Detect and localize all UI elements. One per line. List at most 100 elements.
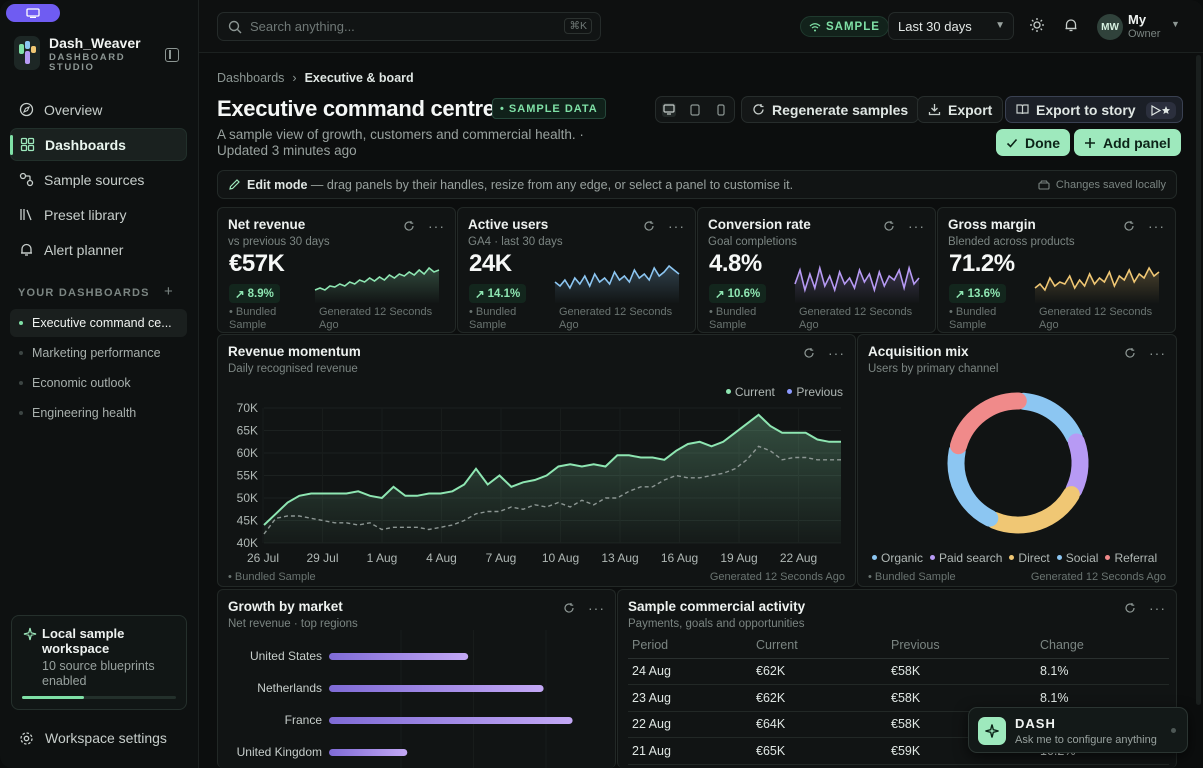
date-range-select[interactable]: Last 30 days ▼: [888, 12, 1014, 40]
column-header[interactable]: Previous: [887, 633, 1036, 659]
table-cell: 24 Aug: [628, 658, 752, 685]
table-row[interactable]: 23 Aug €62K €58K 8.1%: [628, 684, 1169, 712]
nav-dashboards[interactable]: Dashboards: [10, 128, 187, 161]
more-icon[interactable]: ···: [668, 218, 685, 234]
bar-france[interactable]: [329, 717, 573, 724]
refresh-icon[interactable]: [883, 220, 895, 232]
table-row[interactable]: 24 Aug €62K €58K 8.1%: [628, 658, 1169, 685]
more-icon[interactable]: ···: [908, 218, 925, 234]
regenerate-samples-button[interactable]: Regenerate samples: [741, 96, 920, 123]
kpi-delta-badge: ↗ 13.6%: [949, 284, 1007, 303]
more-icon[interactable]: ···: [588, 600, 605, 616]
local-workspace-card[interactable]: Local sample workspace 10 source bluepri…: [11, 615, 187, 710]
trend-up-icon: ↗: [955, 288, 965, 301]
search-input[interactable]: Search anything... ⌘K: [217, 12, 601, 41]
sun-icon[interactable]: [1029, 17, 1045, 33]
kpi-panel[interactable]: Active users GA4 · last 30 days ··· 24K …: [457, 207, 696, 333]
refresh-icon[interactable]: [403, 220, 415, 232]
user-name[interactable]: My: [1128, 12, 1147, 27]
dashboard-item-engineering[interactable]: Engineering health: [10, 399, 187, 427]
workspace-settings[interactable]: Workspace settings: [19, 730, 167, 746]
local-workspace-subtitle: 10 source blueprints enabled: [42, 659, 155, 688]
avatar[interactable]: MW: [1097, 14, 1123, 40]
brand[interactable]: Dash_Weaver DASHBOARD STUDIO: [14, 36, 144, 73]
refresh-icon[interactable]: [803, 347, 815, 359]
refresh-icon[interactable]: [1124, 347, 1136, 359]
kpi-panel[interactable]: Net revenue vs previous 30 days ··· €57K…: [217, 207, 456, 333]
refresh-icon[interactable]: [1123, 220, 1135, 232]
x-tick-label: 13 Aug: [601, 551, 638, 565]
bar-united-kingdom[interactable]: [329, 749, 408, 756]
sparkline-area: [1035, 268, 1159, 304]
gear-icon: [20, 731, 33, 745]
collapse-sidebar-icon[interactable]: [165, 48, 179, 62]
dashboard-label: Executive command ce...: [32, 316, 172, 330]
donut-slice-referral[interactable]: [950, 392, 1027, 455]
kpi-panel[interactable]: Conversion rate Goal completions ··· 4.8…: [697, 207, 936, 333]
delta-value: 8.9%: [247, 287, 274, 300]
pin-star-icon[interactable]: [1145, 102, 1176, 119]
nav-overview[interactable]: Overview: [10, 93, 187, 126]
acquisition-mix-panel[interactable]: Acquisition mix Users by primary channel…: [857, 334, 1177, 587]
add-dashboard-icon[interactable]: +: [164, 283, 173, 300]
column-header[interactable]: Current: [752, 633, 887, 659]
download-icon: [928, 104, 941, 116]
legend-swatch: [930, 555, 936, 560]
panel-subtitle: Goal completions: [708, 236, 797, 248]
nav-sample-sources[interactable]: Sample sources: [10, 163, 187, 196]
button-label: Add panel: [1103, 134, 1171, 151]
breadcrumb-root[interactable]: Dashboards: [217, 71, 285, 85]
bar-netherlands[interactable]: [329, 685, 544, 692]
bar-united-states[interactable]: [329, 653, 469, 660]
phone-icon[interactable]: [714, 103, 728, 117]
dashboard-item-marketing[interactable]: Marketing performance: [10, 339, 187, 367]
legend-swatch: [1009, 555, 1015, 560]
panel-subtitle: Payments, goals and opportunities: [628, 618, 805, 630]
donut-slice-organic[interactable]: [1015, 392, 1083, 446]
chevron-down-icon[interactable]: ▼: [1171, 19, 1180, 29]
panel-subtitle: Blended across products: [948, 236, 1075, 248]
legend-label: Current: [734, 384, 775, 399]
nav-alert-planner[interactable]: Alert planner: [10, 233, 187, 266]
kpi-source: • Bundled Sample: [469, 306, 517, 331]
panel-title: Gross margin: [948, 217, 1036, 232]
kpi-panel[interactable]: Gross margin Blended across products ···…: [937, 207, 1176, 333]
dashboard-item-economic[interactable]: Economic outlook: [10, 369, 187, 397]
export-button[interactable]: Export: [917, 96, 1004, 123]
done-button[interactable]: Done: [996, 129, 1070, 156]
dashboard-item-executive[interactable]: Executive command ce...: [10, 309, 187, 337]
donut-slice-paid-search[interactable]: [1065, 433, 1089, 499]
window-pill[interactable]: [6, 4, 60, 22]
more-icon[interactable]: ···: [428, 218, 445, 234]
donut-slice-social[interactable]: [947, 442, 999, 527]
more-icon[interactable]: ···: [1148, 218, 1165, 234]
kpi-value: 24K: [469, 250, 512, 277]
donut-slice-direct[interactable]: [986, 486, 1080, 534]
nav-preset-library[interactable]: Preset library: [10, 198, 187, 231]
more-icon[interactable]: ···: [828, 345, 845, 361]
pencil-icon: [229, 179, 240, 190]
growth-by-market-panel[interactable]: Growth by market Net revenue · top regio…: [217, 589, 616, 768]
sample-status-badge[interactable]: SAMPLE: [800, 16, 889, 37]
button-label: Done: [1025, 134, 1060, 151]
refresh-icon[interactable]: [643, 220, 655, 232]
revenue-momentum-panel[interactable]: Revenue momentum Daily recognised revenu…: [217, 334, 856, 587]
more-icon[interactable]: ···: [1149, 345, 1166, 361]
legend-previous: Previous: [787, 385, 843, 399]
add-panel-button[interactable]: Add panel: [1074, 129, 1181, 156]
commercial-activity-panel[interactable]: Sample commercial activity Payments, goa…: [617, 589, 1177, 768]
refresh-icon[interactable]: [563, 602, 575, 614]
column-header[interactable]: Change: [1036, 633, 1169, 659]
export-to-story-button[interactable]: Export to story: [1005, 96, 1183, 123]
refresh-icon[interactable]: [1124, 602, 1136, 614]
column-header[interactable]: Period: [628, 633, 752, 659]
scrollbar[interactable]: [1196, 55, 1201, 705]
more-icon[interactable]: ···: [1149, 600, 1166, 616]
dash-assistant-launcher[interactable]: DASH Ask me to configure anything: [968, 707, 1188, 753]
y-tick-label: 65K: [237, 424, 258, 438]
table-cell: €58K: [887, 658, 1036, 685]
bell-icon[interactable]: [1063, 17, 1079, 33]
desktop-icon[interactable]: [662, 102, 676, 117]
tablet-icon[interactable]: [688, 103, 702, 117]
